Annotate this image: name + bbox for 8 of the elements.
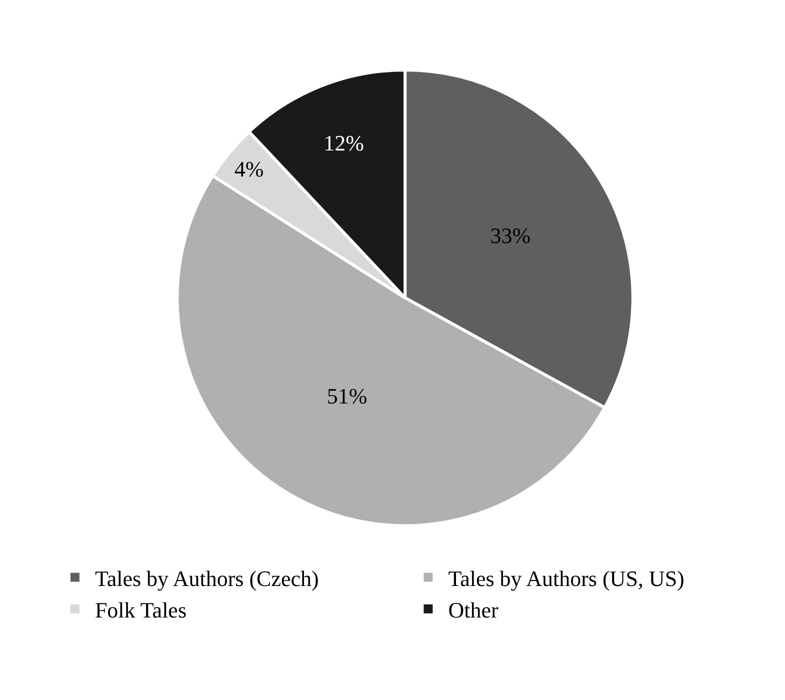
- data-label: 12%: [324, 130, 364, 156]
- legend-label: Other: [448, 597, 499, 622]
- legend-label: Tales by Authors (Czech): [94, 566, 319, 591]
- legend-label: Folk Tales: [94, 597, 187, 622]
- legend-label: Tales by Authors (US, US): [448, 566, 684, 591]
- data-label: 33%: [490, 223, 531, 248]
- data-label: 4%: [234, 156, 264, 182]
- data-label: 51%: [326, 383, 368, 408]
